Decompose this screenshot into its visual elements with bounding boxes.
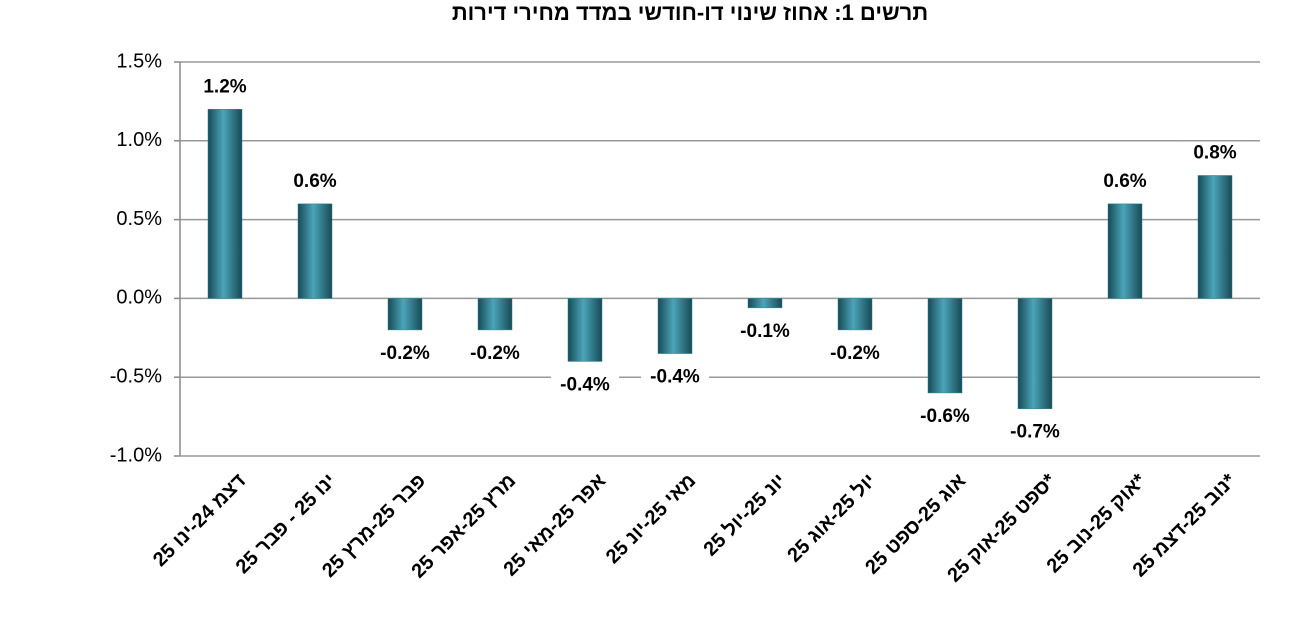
x-tick-label: יול 25-אוג 25 (783, 470, 880, 567)
bar (1017, 298, 1053, 409)
label-bg (551, 373, 619, 398)
value-label: -0.4% (650, 367, 700, 388)
x-tick-label: דצמ 24-ינו 25 (149, 469, 251, 571)
bar (567, 298, 603, 362)
bar (477, 298, 513, 331)
value-label: -0.4% (560, 374, 610, 395)
label-bg (731, 319, 799, 344)
label-bg (461, 341, 529, 366)
bar (387, 298, 423, 331)
value-label: -0.2% (470, 343, 520, 364)
bar (207, 109, 243, 299)
bar (657, 298, 693, 354)
y-tick-label: -1.0% (110, 444, 162, 466)
value-label: -0.6% (920, 406, 970, 427)
x-tick-label: יונ 25-יול 25 (699, 470, 790, 561)
value-label: 0.6% (1103, 171, 1146, 192)
bar (927, 298, 963, 394)
bar (297, 203, 333, 299)
value-label: -0.2% (830, 343, 880, 364)
value-label: 0.6% (293, 171, 336, 192)
label-bg (281, 169, 349, 194)
value-label: -0.2% (380, 343, 430, 364)
y-tick-label: 1.5% (116, 50, 162, 72)
label-bg (1091, 169, 1159, 194)
x-tick-label: מאי 25-יונ 25 (602, 470, 700, 568)
chart-title: תרשים 1: אחוז שינוי דו-חודשי במדד מחירי … (452, 0, 928, 25)
value-label: 0.8% (1193, 142, 1236, 163)
label-bg (371, 341, 439, 366)
label-bg (1181, 141, 1249, 166)
y-tick-label: -0.5% (110, 365, 162, 387)
bar (837, 298, 873, 331)
y-tick-label: 0.5% (116, 208, 162, 230)
bar (747, 298, 783, 309)
label-bg (1001, 420, 1069, 445)
label-bg (911, 404, 979, 429)
value-label: -0.1% (740, 321, 790, 342)
label-bg (641, 365, 709, 390)
y-tick-label: 0.0% (116, 287, 162, 309)
label-bg (821, 341, 889, 366)
bar (1197, 175, 1233, 299)
label-bg (191, 75, 259, 100)
bar (1107, 203, 1143, 299)
value-label: 1.2% (203, 76, 246, 97)
value-label: -0.7% (1010, 422, 1060, 443)
y-tick-label: 1.0% (116, 129, 162, 151)
